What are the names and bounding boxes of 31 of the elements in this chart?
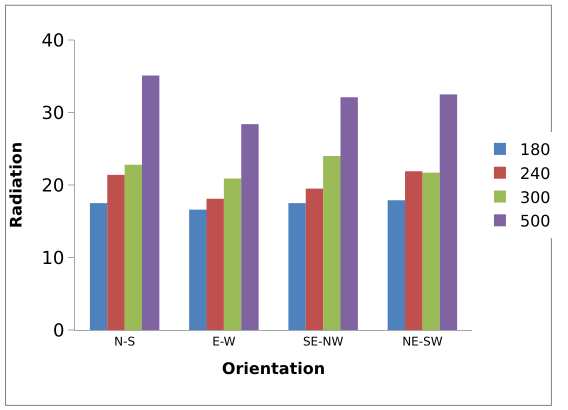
y-tick-label: 30 xyxy=(41,102,64,124)
bar xyxy=(388,200,406,330)
legend-label: 180 xyxy=(520,140,550,160)
bar xyxy=(241,124,259,330)
bar xyxy=(288,203,306,330)
bar xyxy=(107,174,125,330)
bar xyxy=(340,97,358,330)
x-tick-label: N-S xyxy=(114,334,136,348)
y-tick-label: 40 xyxy=(41,30,64,52)
bar xyxy=(440,94,458,330)
x-tick-label: SE-NW xyxy=(302,334,344,348)
y-axis-title: Radiation xyxy=(6,142,26,228)
bar xyxy=(206,198,224,330)
bar xyxy=(306,188,324,330)
y-tick-label: 0 xyxy=(52,320,64,342)
legend-label: 300 xyxy=(520,188,550,207)
legend-label: 500 xyxy=(520,212,550,231)
bar xyxy=(142,76,160,330)
x-tick-label: NE-SW xyxy=(402,334,443,348)
bar xyxy=(323,156,340,330)
y-tick-label: 20 xyxy=(41,175,64,196)
bar xyxy=(422,172,440,330)
bar xyxy=(405,171,422,330)
bar xyxy=(90,203,108,330)
x-axis-title: Orientation xyxy=(222,359,326,378)
legend-label: 240 xyxy=(520,164,550,183)
bar xyxy=(189,210,207,330)
y-tick-label: 10 xyxy=(41,248,64,269)
x-tick-label: E-W xyxy=(212,334,236,348)
bar xyxy=(124,164,142,330)
bar xyxy=(224,178,242,330)
